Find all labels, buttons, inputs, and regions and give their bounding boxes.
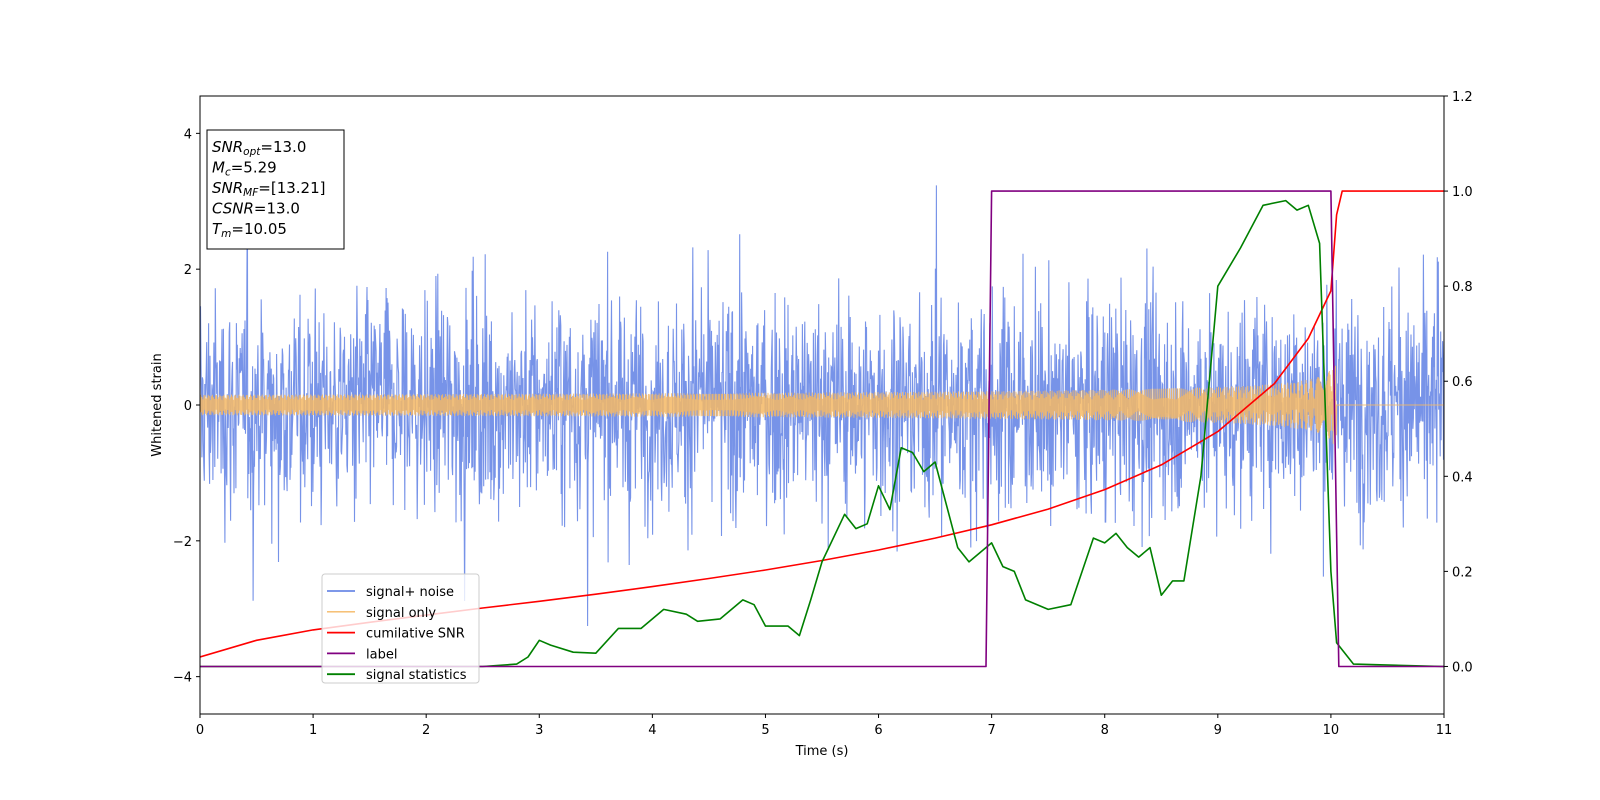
- x-tick-label: 4: [648, 723, 656, 738]
- x-tick-label: 5: [761, 723, 769, 738]
- x-tick-label: 11: [1436, 723, 1453, 738]
- y-left-axis-ticks: −4 −2 0 2 4: [173, 127, 200, 686]
- y-right-axis-ticks: 0.0 0.2 0.4 0.6 0.8 1.0 1.2: [1444, 90, 1473, 675]
- noise-series: [200, 185, 1444, 627]
- noise-line: [200, 185, 1444, 627]
- legend-label: signal only: [366, 606, 436, 621]
- signal-statistics-line: [200, 199, 1444, 668]
- y-left-tick-label: −2: [173, 535, 192, 550]
- info-line: SNRMF=[13.21]: [212, 179, 326, 199]
- x-tick-label: 3: [535, 723, 543, 738]
- x-tick-label: 2: [422, 723, 430, 738]
- y-right-tick-label: 0.6: [1452, 375, 1473, 390]
- x-tick-label: 1: [309, 723, 317, 738]
- y-left-tick-label: 4: [184, 127, 192, 142]
- y-right-tick-label: 1.0: [1452, 185, 1473, 200]
- signal-line: [200, 365, 1444, 447]
- legend-label: signal+ noise: [366, 585, 454, 600]
- x-tick-label: 7: [987, 723, 995, 738]
- y-axis-label: Whitened strain: [150, 353, 165, 456]
- legend-label: label: [366, 647, 397, 662]
- signal-series: [200, 365, 1444, 447]
- y-right-tick-label: 0.0: [1452, 660, 1473, 675]
- x-axis-label: Time (s): [795, 744, 849, 759]
- legend: signal+ noise signal only cumilative SNR la…: [321, 573, 480, 684]
- y-left-tick-label: 0: [184, 399, 192, 414]
- y-right-tick-label: 1.2: [1452, 90, 1473, 105]
- y-left-tick-label: 2: [184, 263, 192, 278]
- x-tick-label: 8: [1101, 723, 1109, 738]
- x-tick-label: 6: [874, 723, 882, 738]
- y-right-tick-label: 0.8: [1452, 280, 1473, 295]
- x-tick-label: 10: [1323, 723, 1340, 738]
- info-line: Tm=10.05: [212, 220, 287, 240]
- info-line: CSNR=13.0: [212, 200, 300, 218]
- info-box-frame: [206, 129, 345, 250]
- info-box: SNRopt=13.0Mc=5.29SNRMF=[13.21]CSNR=13.0…: [206, 129, 345, 250]
- x-tick-label: 9: [1214, 723, 1222, 738]
- legend-label: signal statistics: [366, 668, 467, 683]
- label-line: [200, 190, 1444, 668]
- y-right-tick-label: 0.4: [1452, 470, 1473, 485]
- x-tick-label: 0: [196, 723, 204, 738]
- y-left-tick-label: −4: [173, 671, 192, 686]
- legend-frame: [321, 573, 480, 684]
- y-right-tick-label: 0.2: [1452, 565, 1473, 580]
- info-line: Mc=5.29: [212, 159, 277, 179]
- info-line: SNRopt=13.0: [212, 138, 306, 158]
- legend-label: cumilative SNR: [366, 627, 465, 642]
- x-axis-ticks: 0 1 2 3 4 5 6 7 8 9 10 11: [196, 714, 1452, 738]
